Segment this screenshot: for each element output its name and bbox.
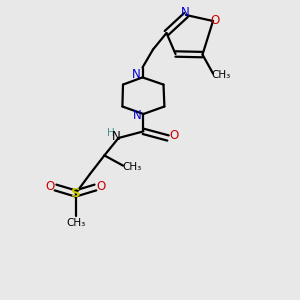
Text: O: O <box>97 180 106 193</box>
Text: CH₃: CH₃ <box>122 161 142 172</box>
Text: N: N <box>132 68 141 82</box>
Text: CH₃: CH₃ <box>66 218 85 228</box>
Text: N: N <box>181 6 190 19</box>
Text: N: N <box>133 109 142 122</box>
Text: O: O <box>45 180 54 193</box>
Text: S: S <box>71 187 80 200</box>
Text: H: H <box>107 128 115 138</box>
Text: O: O <box>169 129 178 142</box>
Text: N: N <box>112 130 121 143</box>
Text: CH₃: CH₃ <box>212 70 231 80</box>
Text: O: O <box>211 14 220 27</box>
